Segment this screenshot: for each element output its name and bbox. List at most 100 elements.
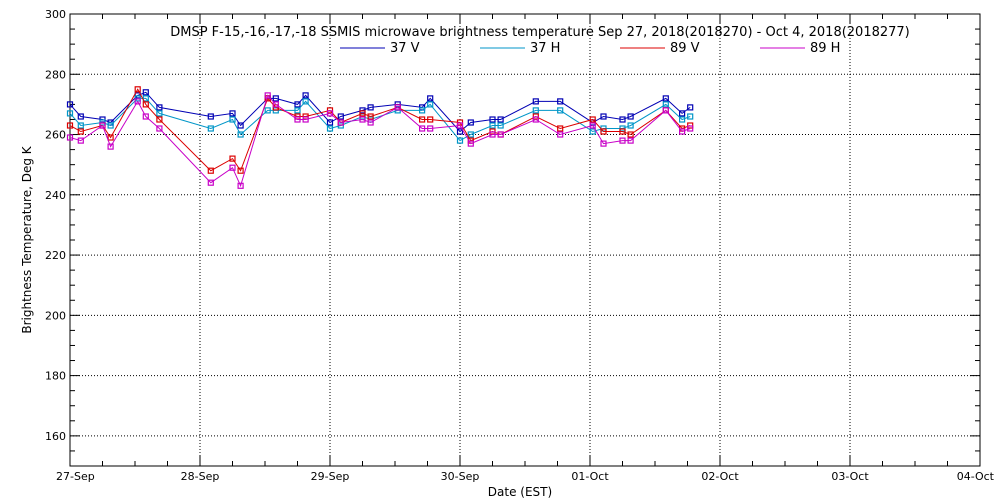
data-point bbox=[134, 86, 141, 93]
data-point bbox=[419, 107, 426, 114]
y-axis-title: Brightness Temperature, Deg K bbox=[20, 145, 34, 333]
series-line bbox=[69, 97, 691, 142]
chart-title: DMSP F-15,-16,-17,-18 SSMIS microwave br… bbox=[170, 25, 910, 40]
data-point bbox=[302, 92, 309, 99]
data-point bbox=[264, 92, 271, 99]
data-point bbox=[77, 137, 84, 144]
data-point bbox=[66, 122, 74, 129]
data-point bbox=[359, 110, 366, 117]
data-point bbox=[294, 101, 301, 108]
legend-label: 89 H bbox=[810, 41, 840, 56]
data-point bbox=[66, 134, 74, 141]
plot-frame bbox=[69, 13, 981, 467]
data-point bbox=[107, 122, 114, 129]
data-point bbox=[467, 140, 474, 147]
x-tick-label: 30-Sep bbox=[441, 470, 480, 483]
data-point bbox=[497, 131, 504, 138]
data-point bbox=[456, 122, 464, 129]
data-point bbox=[237, 131, 244, 138]
data-point bbox=[66, 110, 74, 117]
data-point bbox=[687, 113, 694, 120]
data-point bbox=[294, 116, 301, 123]
data-point bbox=[489, 116, 496, 123]
data-point bbox=[662, 95, 669, 102]
data-point bbox=[367, 113, 374, 120]
data-point bbox=[134, 98, 141, 105]
data-point bbox=[302, 98, 309, 105]
data-point bbox=[207, 113, 214, 120]
data-series bbox=[66, 86, 694, 189]
data-point bbox=[678, 110, 686, 117]
data-point bbox=[156, 104, 163, 111]
data-point bbox=[467, 119, 474, 126]
grid-lines bbox=[70, 14, 980, 466]
data-point bbox=[229, 110, 236, 117]
data-point bbox=[337, 113, 344, 120]
data-point bbox=[77, 113, 84, 120]
data-point bbox=[359, 116, 366, 123]
legend-label: 89 V bbox=[670, 41, 700, 56]
data-point bbox=[619, 137, 626, 144]
data-point bbox=[427, 95, 434, 102]
x-tick-label: 03-Oct bbox=[831, 470, 869, 483]
data-point bbox=[489, 122, 496, 129]
y-tick-label: 280 bbox=[45, 68, 66, 81]
y-tick-label: 180 bbox=[45, 370, 66, 383]
data-point bbox=[419, 116, 426, 123]
data-point bbox=[237, 182, 244, 189]
data-point bbox=[600, 128, 607, 135]
series-37-v bbox=[66, 89, 694, 135]
legend-label: 37 V bbox=[390, 41, 420, 56]
data-point bbox=[156, 110, 163, 117]
data-point bbox=[589, 122, 596, 129]
data-point bbox=[456, 137, 464, 144]
data-point bbox=[619, 128, 626, 135]
data-point bbox=[589, 116, 596, 123]
series-line bbox=[69, 94, 691, 188]
data-point bbox=[77, 122, 84, 129]
legend-label: 37 H bbox=[530, 41, 560, 56]
data-point bbox=[272, 101, 279, 108]
data-point bbox=[142, 101, 149, 108]
data-point bbox=[264, 107, 271, 114]
data-point bbox=[532, 98, 539, 105]
x-tick-label: 01-Oct bbox=[571, 470, 609, 483]
data-point bbox=[627, 131, 634, 138]
data-point bbox=[107, 134, 114, 141]
x-tick-label: 04-Oct bbox=[957, 470, 995, 483]
data-point bbox=[589, 128, 596, 135]
y-tick-label: 300 bbox=[45, 8, 66, 21]
data-point bbox=[619, 116, 626, 123]
data-point bbox=[557, 107, 564, 114]
data-point bbox=[207, 167, 214, 174]
data-point bbox=[66, 101, 74, 108]
axes: 160 180 200 220 240 260 280 300 27-Sep 28-Sep 29-S… bbox=[45, 8, 995, 483]
x-tick-label: 02-Oct bbox=[701, 470, 739, 483]
y-tick-label: 220 bbox=[45, 249, 66, 262]
y-tick-label: 160 bbox=[45, 430, 66, 443]
data-point bbox=[532, 107, 539, 114]
data-point bbox=[156, 125, 163, 132]
data-point bbox=[142, 89, 149, 96]
data-point bbox=[497, 122, 504, 129]
y-tick-label: 260 bbox=[45, 129, 66, 142]
data-point bbox=[687, 104, 694, 111]
y-tick-label: 240 bbox=[45, 189, 66, 202]
data-point bbox=[326, 119, 334, 126]
data-point bbox=[662, 107, 669, 114]
data-point bbox=[107, 143, 114, 150]
data-point bbox=[600, 113, 607, 120]
data-point bbox=[497, 116, 504, 123]
data-point bbox=[678, 128, 686, 135]
data-point bbox=[627, 137, 634, 144]
data-point bbox=[237, 167, 244, 174]
data-point bbox=[427, 116, 434, 123]
series-37-h bbox=[66, 95, 694, 144]
y-tick-label: 200 bbox=[45, 309, 66, 322]
data-point bbox=[294, 107, 301, 114]
data-point bbox=[367, 104, 374, 111]
data-point bbox=[557, 125, 564, 132]
legend: 37 V 37 H 89 V 89 H bbox=[340, 41, 840, 56]
